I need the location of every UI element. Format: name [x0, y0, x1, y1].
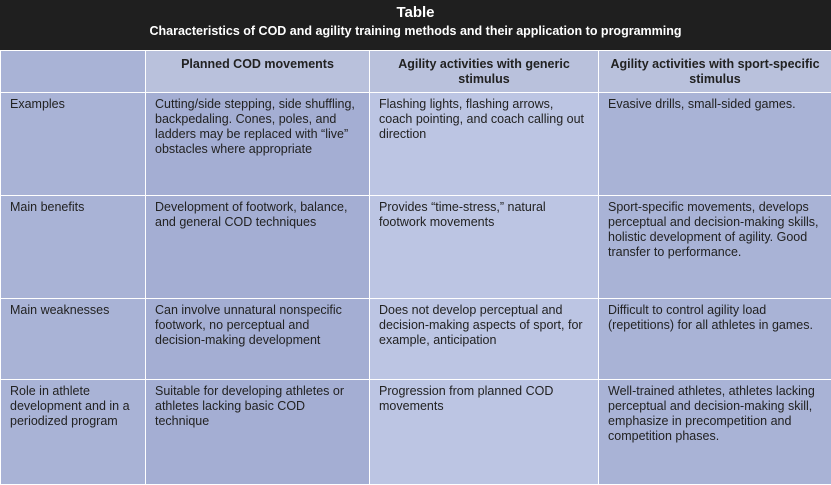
table-cell: Does not develop perceptual and decision…: [370, 299, 599, 380]
table-row: Role in athlete development and in a per…: [1, 380, 831, 485]
row-label: Main benefits: [1, 196, 146, 299]
table-cell: Provides “time-stress,” natural footwork…: [370, 196, 599, 299]
table-cell: Evasive drills, small-sided games.: [599, 93, 831, 196]
header-cell-generic-stimulus: Agility activities with generic stimulus: [370, 51, 599, 93]
table-cell: Can involve unnatural nonspecific footwo…: [146, 299, 370, 380]
comparison-table: Planned COD movements Agility activities…: [0, 50, 831, 485]
table-cell: Progression from planned COD movements: [370, 380, 599, 485]
table-caption: Table Characteristics of COD and agility…: [0, 0, 831, 50]
table-cell: Well-trained athletes, athletes lacking …: [599, 380, 831, 485]
row-label: Role in athlete development and in a per…: [1, 380, 146, 485]
table-row: Main benefits Development of footwork, b…: [1, 196, 831, 299]
table-cell: Cutting/side stepping, side shuffling, b…: [146, 93, 370, 196]
table-figure: Table Characteristics of COD and agility…: [0, 0, 831, 472]
table-cell: Flashing lights, flashing arrows, coach …: [370, 93, 599, 196]
header-cell-planned-cod: Planned COD movements: [146, 51, 370, 93]
row-label: Main weaknesses: [1, 299, 146, 380]
table-label: Table: [0, 4, 831, 22]
table-cell: Development of footwork, balance, and ge…: [146, 196, 370, 299]
table-cell: Suitable for developing athletes or athl…: [146, 380, 370, 485]
header-cell-sport-specific: Agility activities with sport-specific s…: [599, 51, 831, 93]
table-row: Main weaknesses Can involve unnatural no…: [1, 299, 831, 380]
table-title: Characteristics of COD and agility train…: [0, 22, 831, 40]
header-row: Planned COD movements Agility activities…: [1, 51, 831, 93]
row-label: Examples: [1, 93, 146, 196]
table-row: Examples Cutting/side stepping, side shu…: [1, 93, 831, 196]
header-cell-empty: [1, 51, 146, 93]
table-cell: Sport-specific movements, develops perce…: [599, 196, 831, 299]
table-cell: Difficult to control agility load (repet…: [599, 299, 831, 380]
